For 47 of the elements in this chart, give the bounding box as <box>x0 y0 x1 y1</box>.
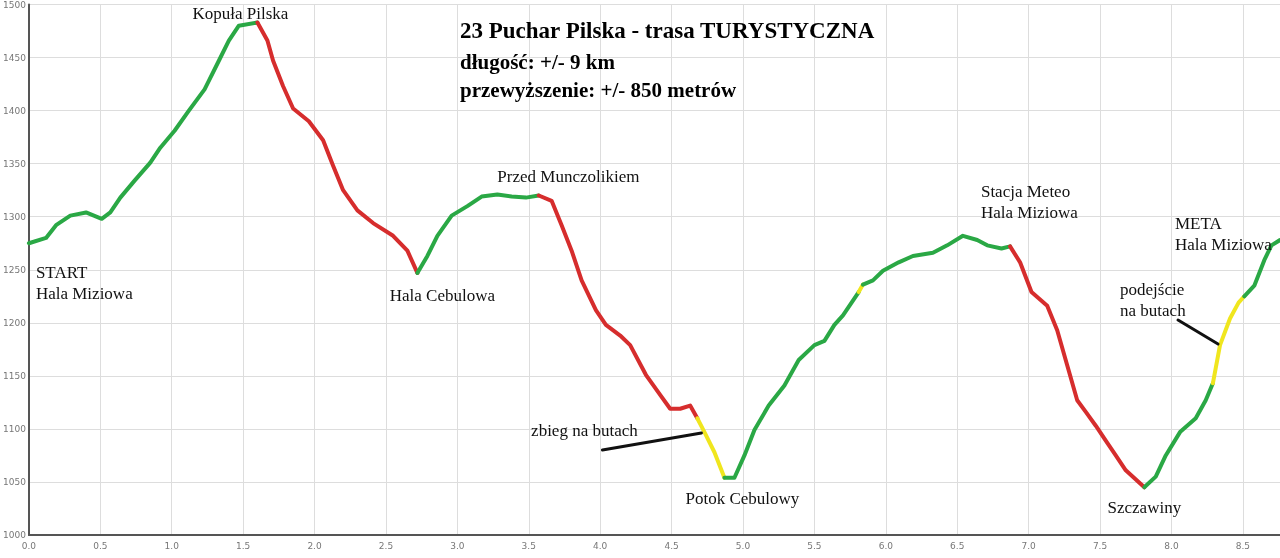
y-tick-label: 1450 <box>3 52 27 63</box>
x-tick-label: 1.0 <box>164 540 180 551</box>
annotation: Przed Munczolikiem <box>497 166 640 186</box>
y-tick-label: 1350 <box>3 158 27 169</box>
y-tick-label: 1400 <box>3 105 27 116</box>
y-tick-label: 1000 <box>3 530 27 540</box>
y-tick-label: 1500 <box>3 0 27 10</box>
y-tick-label: 1100 <box>3 423 27 434</box>
x-tick-label: 8.5 <box>1235 540 1251 551</box>
x-tick-label: 0.5 <box>93 540 108 551</box>
x-tick-label: 3.0 <box>450 540 465 551</box>
annotation: Kopuła Pilska <box>192 4 289 24</box>
line-series <box>255 20 420 275</box>
text: 23 Puchar Pilska - trasa TURYSTYCZNA <box>460 18 875 43</box>
line-series <box>722 290 861 480</box>
annotation: START Hala Miziowa <box>35 263 134 304</box>
x-tick-label: 6.0 <box>878 540 894 551</box>
x-tick-label: 4.5 <box>664 540 679 551</box>
annotation: Stacja Meteo Hala Miziowa <box>980 181 1079 222</box>
annotation: podejście na butach <box>1120 280 1187 321</box>
annotation: Szczawiny <box>1107 497 1182 517</box>
line-series <box>415 192 541 275</box>
x-tick-label: 8.0 <box>1164 540 1179 551</box>
x-tick-label: 0.0 <box>21 540 37 551</box>
x-tick-label: 7.5 <box>1092 540 1108 551</box>
y-tick-label: 1200 <box>3 317 27 328</box>
annotation: Hala Cebulowa <box>389 286 496 306</box>
x-tick-label: 2.0 <box>307 540 322 551</box>
line-series <box>1142 381 1215 490</box>
y-tick-label: 1300 <box>3 211 27 222</box>
x-tick-label: 1.5 <box>235 540 251 551</box>
x-tick-label: 4.0 <box>593 540 608 551</box>
line-series <box>1210 294 1247 386</box>
text: długość: +/- 9 km przewyższenie: +/- 850 metrów <box>460 50 737 102</box>
annotation: Potok Cebulowy <box>685 489 800 509</box>
annotation: META Hala Miziowa <box>1175 214 1273 255</box>
x-tick-label: 6.5 <box>950 540 965 551</box>
x-tick-label: 5.5 <box>807 540 822 551</box>
x-tick-label: 3.5 <box>521 540 536 551</box>
y-tick-label: 1150 <box>3 370 27 381</box>
annotation: zbieg na butach <box>531 420 639 440</box>
x-tick-label: 2.5 <box>378 540 394 551</box>
y-tick-label: 1250 <box>3 264 27 275</box>
x-tick-label: 5.0 <box>735 540 751 551</box>
line-series <box>695 416 727 480</box>
y-tick-label: 1050 <box>3 476 27 487</box>
x-tick-label: 7.0 <box>1021 540 1037 551</box>
